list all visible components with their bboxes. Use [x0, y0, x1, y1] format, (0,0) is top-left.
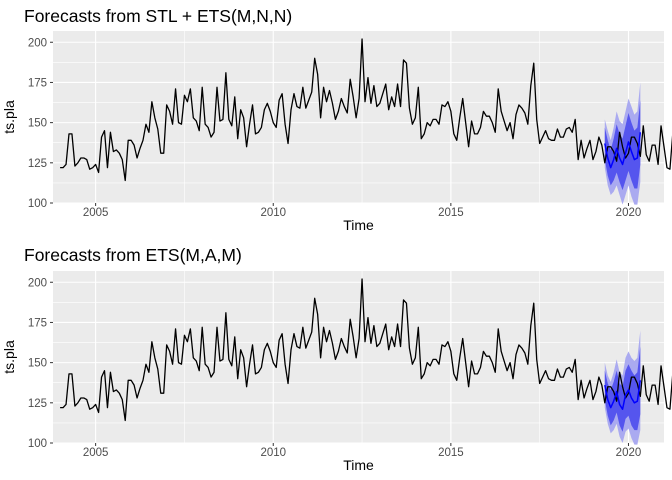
x-tick-label: 2005 — [83, 207, 109, 219]
x-tick-label: 2010 — [260, 207, 286, 219]
x-tick-label: 2015 — [438, 447, 464, 459]
x-axis-title: Time — [343, 217, 374, 233]
y-tick-label: 100 — [28, 198, 47, 210]
y-tick-label: 125 — [28, 158, 47, 170]
x-tick-label: 2015 — [438, 207, 464, 219]
chart-title: Forecasts from ETS(M,A,M) — [24, 245, 242, 265]
y-tick-label: 150 — [28, 358, 47, 370]
y-tick-label: 175 — [28, 317, 47, 329]
y-tick-label: 125 — [28, 398, 47, 410]
series-line — [60, 38, 672, 182]
x-tick-label: 2020 — [616, 447, 642, 459]
y-axis-title: ts.pla — [1, 340, 17, 374]
x-axis-title: Time — [343, 457, 374, 473]
y-axis-title: ts.pla — [1, 100, 17, 134]
x-tick-label: 2010 — [260, 447, 286, 459]
plot-panel-background — [53, 31, 664, 203]
plot-panel-background — [53, 271, 664, 443]
chart-panel-2: Forecasts from ETS(M,A,M) 100 125 150 175 200… — [1, 245, 672, 473]
forecast-mean-line — [604, 380, 642, 410]
x-tick-label: 2020 — [616, 207, 642, 219]
y-tick-label: 175 — [28, 77, 47, 89]
forecast-mean-line — [604, 132, 642, 169]
y-tick-label: 200 — [28, 277, 47, 289]
chart-panel-1: Forecasts from STL + ETS(M,N,N) 100 125 150… — [1, 6, 672, 233]
x-tick-label: 2005 — [83, 447, 109, 459]
y-tick-label: 100 — [28, 438, 47, 450]
chart-title: Forecasts from STL + ETS(M,N,N) — [24, 6, 292, 26]
series-line — [60, 278, 672, 422]
y-tick-label: 150 — [28, 118, 47, 130]
y-tick-label: 200 — [28, 37, 47, 49]
